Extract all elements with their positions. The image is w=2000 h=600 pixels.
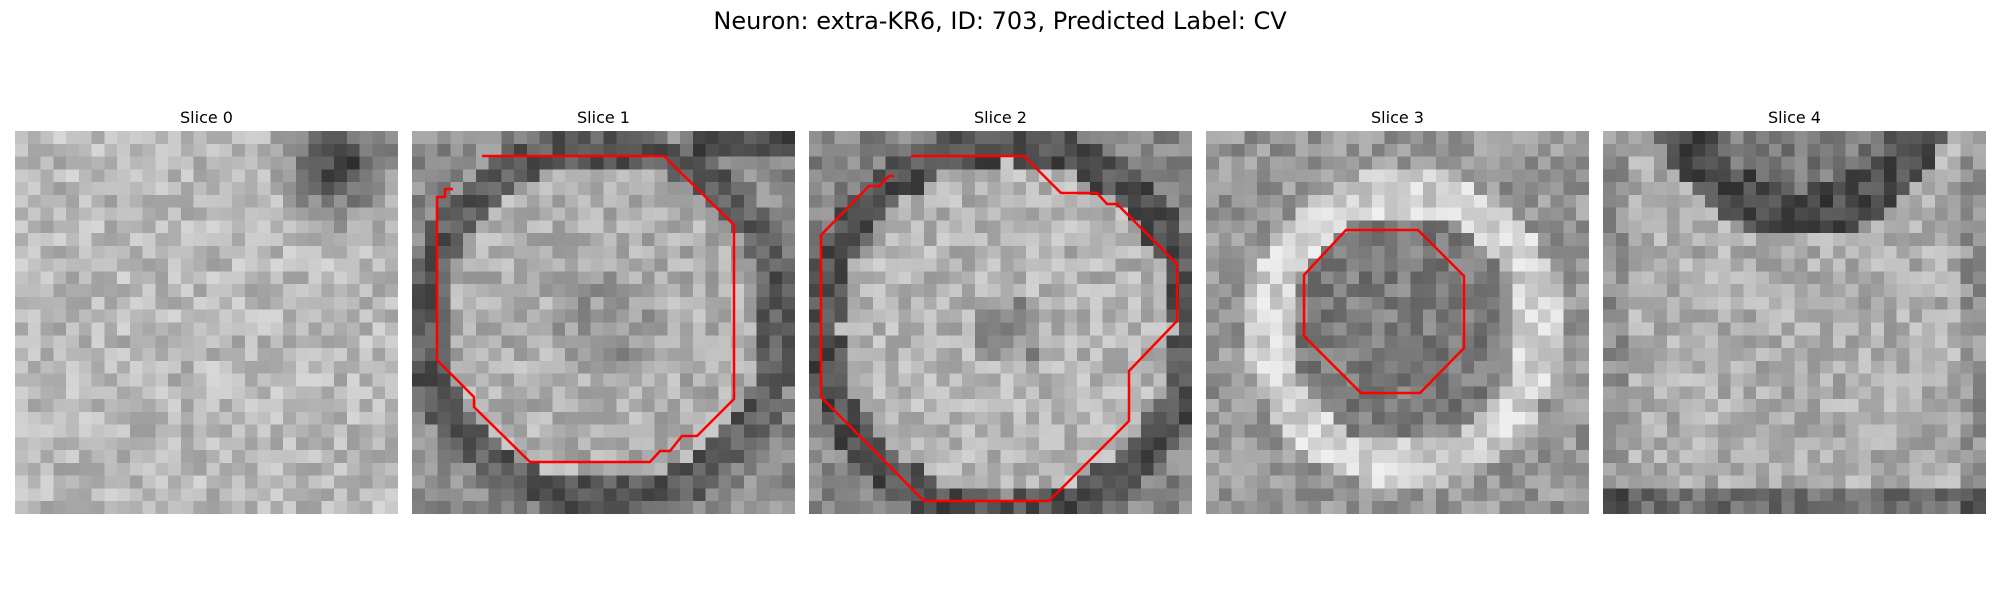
slice-contour-3 [1302, 228, 1466, 395]
slice-panel-0: Slice 0 [15, 108, 398, 514]
segmentation-contour [1302, 228, 1466, 395]
slice-image-1 [412, 131, 795, 514]
slice-image-4 [1603, 131, 1986, 514]
figure-title: Neuron: extra-KR6, ID: 703, Predicted La… [713, 7, 1287, 35]
slice-panel-2: Slice 2 [809, 108, 1192, 514]
segmentation-contour [435, 154, 736, 464]
slice-panel-1: Slice 1 [412, 108, 795, 514]
slice-panel-4: Slice 4 [1603, 108, 1986, 514]
slice-contour-2 [819, 154, 1179, 503]
slice-contour-1 [435, 154, 736, 464]
slice-image-0 [15, 131, 398, 514]
slice-title-1: Slice 1 [577, 108, 630, 127]
slice-title-2: Slice 2 [974, 108, 1027, 127]
slice-title-0: Slice 0 [180, 108, 233, 127]
slice-panel-3: Slice 3 [1206, 108, 1589, 514]
slice-title-3: Slice 3 [1371, 108, 1424, 127]
segmentation-contour [819, 154, 1179, 503]
slice-image-3 [1206, 131, 1589, 514]
slice-title-4: Slice 4 [1768, 108, 1821, 127]
